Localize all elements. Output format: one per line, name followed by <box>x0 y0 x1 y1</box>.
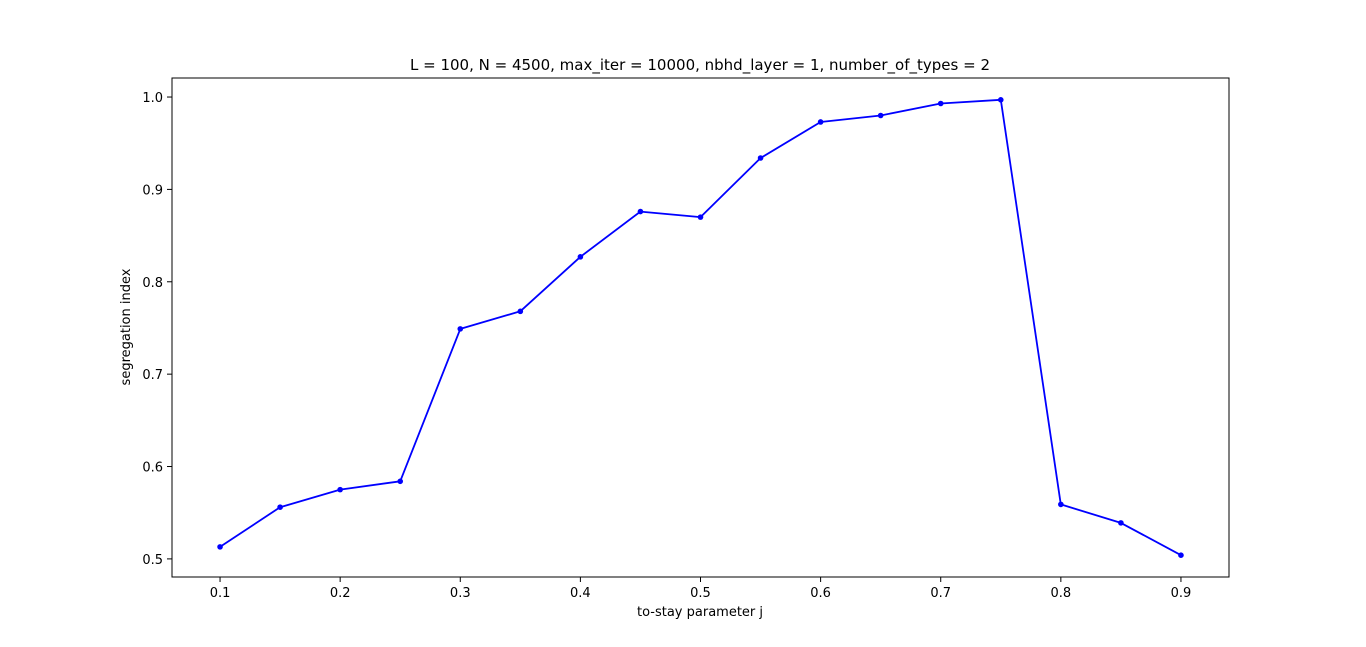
data-point <box>217 544 223 550</box>
chart-title: L = 100, N = 4500, max_iter = 10000, nbh… <box>410 56 990 75</box>
data-point <box>577 254 584 260</box>
y-tick-label: 0.8 <box>142 276 163 291</box>
y-tick-label: 0.9 <box>142 183 163 198</box>
data-point <box>937 100 944 107</box>
x-tick-label: 0.8 <box>1050 586 1071 601</box>
plot-frame <box>171 77 1230 578</box>
data-point <box>337 486 343 493</box>
x-axis-label: to-stay parameter j <box>637 605 763 620</box>
plot-area <box>217 97 1184 558</box>
data-point <box>817 119 824 125</box>
y-tick-label: 0.6 <box>142 461 163 476</box>
y-tick-label: 1.0 <box>142 91 163 106</box>
y-tick-label: 0.5 <box>142 553 163 568</box>
data-point <box>517 308 524 315</box>
y-axis-ticks: 0.5 0.6 0.7 0.8 0.9 1.0 <box>142 91 172 568</box>
data-point <box>457 326 464 332</box>
x-tick-label: 0.3 <box>450 586 471 601</box>
x-tick-label: 0.9 <box>1171 586 1192 601</box>
data-point <box>637 208 644 215</box>
x-tick-label: 0.7 <box>930 586 951 601</box>
data-point <box>697 214 704 220</box>
data-point <box>877 112 884 119</box>
x-tick-label: 0.4 <box>570 586 591 601</box>
data-point <box>1058 501 1064 508</box>
x-tick-label: 0.6 <box>810 586 831 601</box>
x-tick-label: 0.1 <box>210 586 231 601</box>
data-point <box>1178 552 1184 558</box>
series-line <box>219 98 1182 556</box>
x-axis-ticks: 0.1 0.2 0.3 0.4 0.5 0.6 0.7 0.8 0.9 <box>210 577 1192 601</box>
x-tick-label: 0.5 <box>690 586 711 601</box>
data-point <box>757 155 764 161</box>
data-point <box>997 97 1004 103</box>
data-point <box>397 478 404 485</box>
x-tick-label: 0.2 <box>330 586 351 601</box>
data-point <box>1118 520 1124 526</box>
y-tick-label: 0.7 <box>142 368 163 383</box>
y-axis-label: segregation index <box>119 268 134 385</box>
data-point <box>277 504 283 510</box>
